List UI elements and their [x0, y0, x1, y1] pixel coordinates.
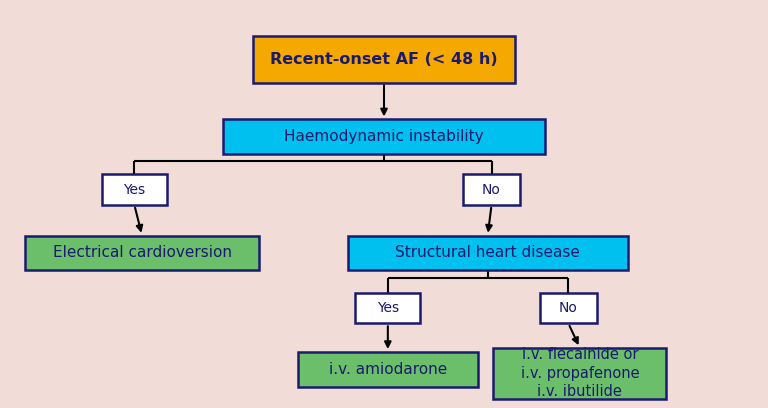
FancyBboxPatch shape	[347, 235, 628, 270]
FancyBboxPatch shape	[25, 235, 260, 270]
FancyBboxPatch shape	[298, 352, 478, 387]
Text: i.v. flecainide or
i.v. propafenone
i.v. ibutilide: i.v. flecainide or i.v. propafenone i.v.…	[521, 347, 639, 399]
Text: i.v. amiodarone: i.v. amiodarone	[329, 362, 447, 377]
FancyBboxPatch shape	[493, 348, 666, 399]
FancyBboxPatch shape	[101, 175, 167, 205]
Text: No: No	[482, 183, 501, 197]
Text: Recent-onset AF (< 48 h): Recent-onset AF (< 48 h)	[270, 52, 498, 67]
FancyBboxPatch shape	[539, 293, 598, 323]
FancyBboxPatch shape	[253, 36, 515, 82]
Text: Yes: Yes	[124, 183, 145, 197]
Text: Haemodynamic instability: Haemodynamic instability	[284, 129, 484, 144]
FancyBboxPatch shape	[462, 175, 520, 205]
Text: Electrical cardioversion: Electrical cardioversion	[52, 246, 232, 260]
Text: Yes: Yes	[377, 301, 399, 315]
Text: No: No	[559, 301, 578, 315]
FancyBboxPatch shape	[223, 119, 545, 154]
FancyBboxPatch shape	[355, 293, 421, 323]
Text: Structural heart disease: Structural heart disease	[396, 246, 580, 260]
